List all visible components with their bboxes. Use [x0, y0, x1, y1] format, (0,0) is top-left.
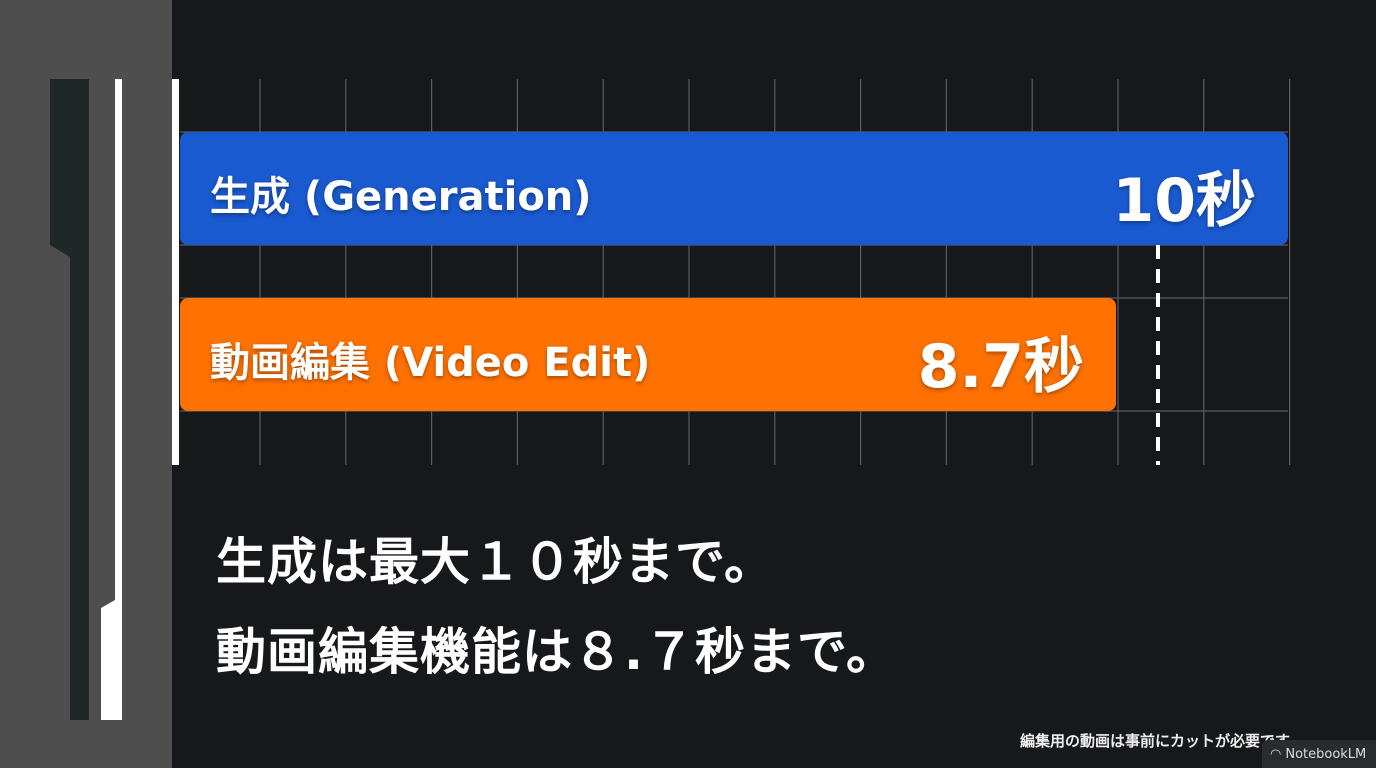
bar-category-label: 動画編集 (Video Edit): [210, 340, 651, 386]
bar-category-label: 生成 (Generation): [210, 174, 592, 220]
bar-value-label: 8.7秒: [917, 332, 1084, 402]
y-axis-line: [172, 79, 179, 465]
bar-chart: [172, 79, 1291, 465]
bar-0: [180, 132, 1288, 245]
caption-line-2: 動画編集機能は８.７秒まで。: [216, 623, 897, 681]
bar-1: [180, 298, 1116, 411]
notebooklm-icon: ◠: [1270, 746, 1282, 762]
caption-line-1: 生成は最大１０秒まで。: [216, 533, 775, 591]
white-stripe: [101, 79, 122, 720]
badge-label: NotebookLM: [1285, 746, 1367, 762]
notebooklm-badge: ◠ NotebookLM: [1262, 740, 1376, 768]
footnote: 編集用の動画は事前にカットが必要です。: [1020, 732, 1304, 750]
decorative-stripes: [50, 79, 122, 720]
bar-value-label: 10秒: [1112, 166, 1257, 236]
dark-stripe: [50, 79, 89, 720]
